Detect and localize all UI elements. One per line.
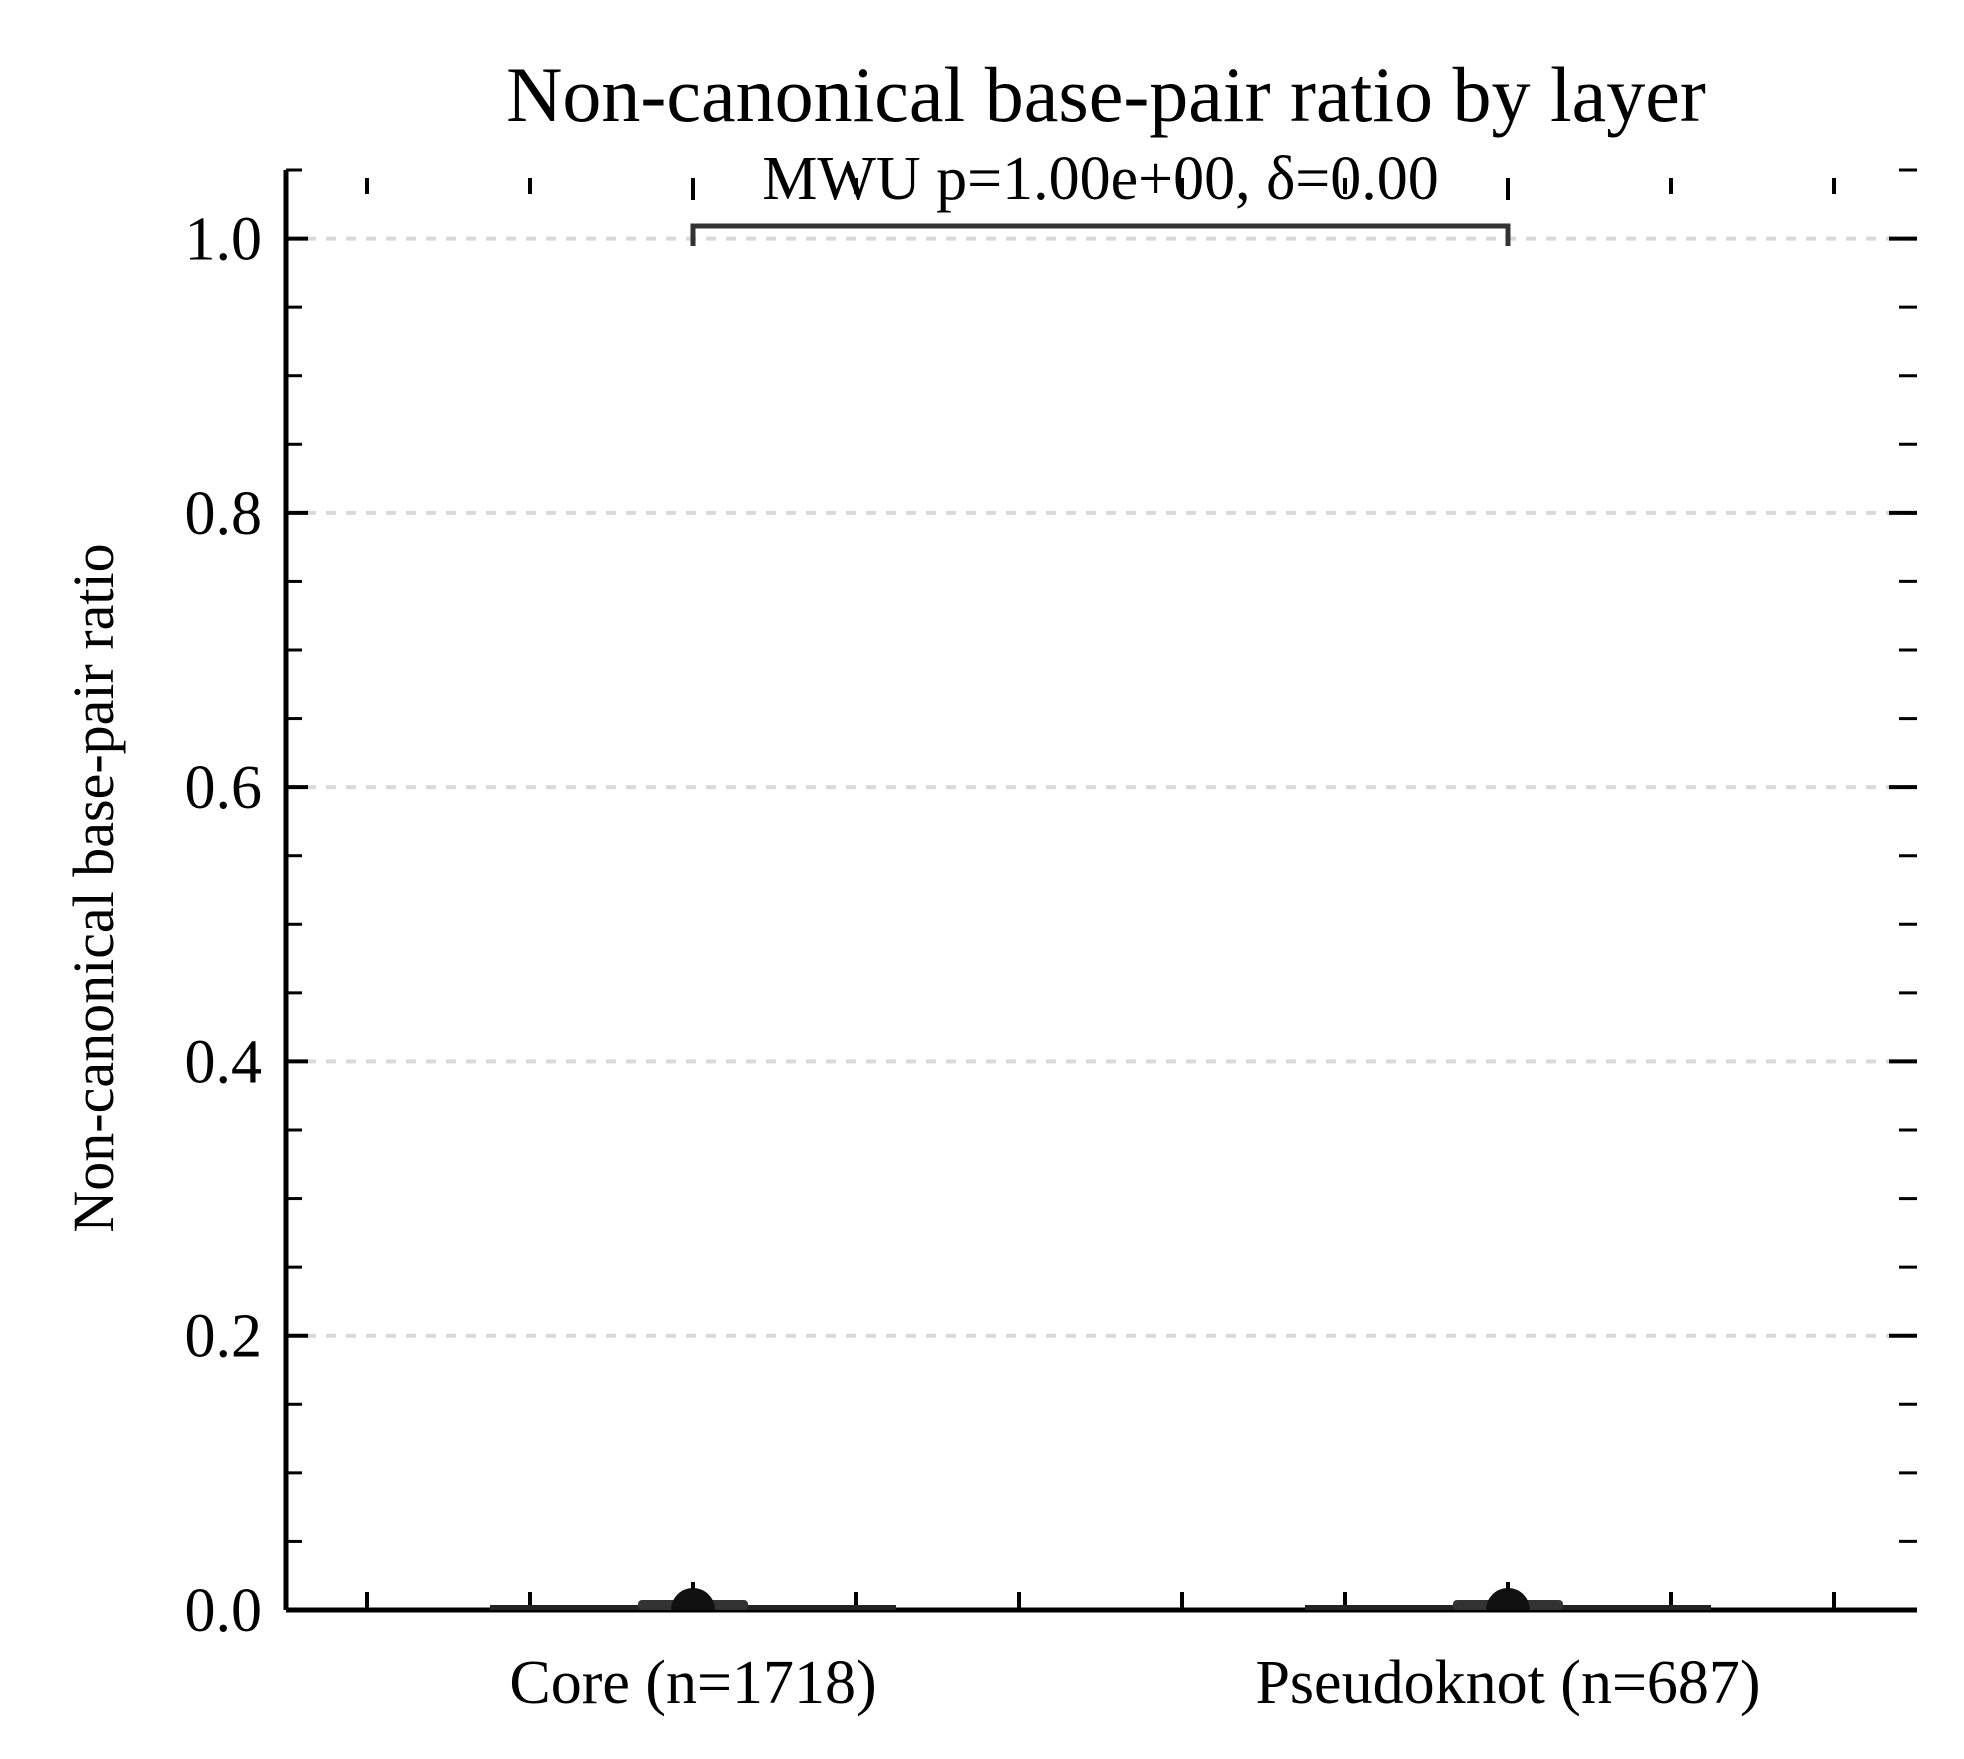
axes	[283, 170, 1917, 1613]
y-tick-label: 1.0	[185, 206, 263, 274]
y-tick-label: 0.0	[185, 1577, 263, 1645]
chart-title: Non-canonical base-pair ratio by layer	[506, 51, 1706, 138]
median-marker	[1486, 1588, 1530, 1610]
y-tick-label: 0.2	[185, 1303, 263, 1371]
gridlines	[306, 236, 1917, 1338]
x-tick-label: Pseudoknot (n=687)	[1255, 1649, 1760, 1717]
y-ticks: 0.0 0.2 0.4 0.6 0.8 1.0	[185, 168, 1917, 1645]
y-tick-label: 0.6	[185, 754, 263, 822]
y-axis-label: Non-canonical base-pair ratio	[61, 543, 126, 1232]
bracket-label: MWU p=1.00e+00, δ=0.00	[762, 145, 1439, 213]
violin-marks	[490, 1588, 1711, 1610]
y-tick-label: 0.4	[185, 1028, 263, 1096]
x-ticks: Core (n=1718) Pseudoknot (n=687)	[365, 178, 1836, 1717]
y-tick-label: 0.8	[185, 480, 263, 548]
bracket-line	[690, 223, 1511, 246]
x-tick-label: Core (n=1718)	[509, 1649, 876, 1717]
significance-bracket: MWU p=1.00e+00, δ=0.00	[690, 145, 1511, 246]
median-marker	[671, 1588, 715, 1610]
